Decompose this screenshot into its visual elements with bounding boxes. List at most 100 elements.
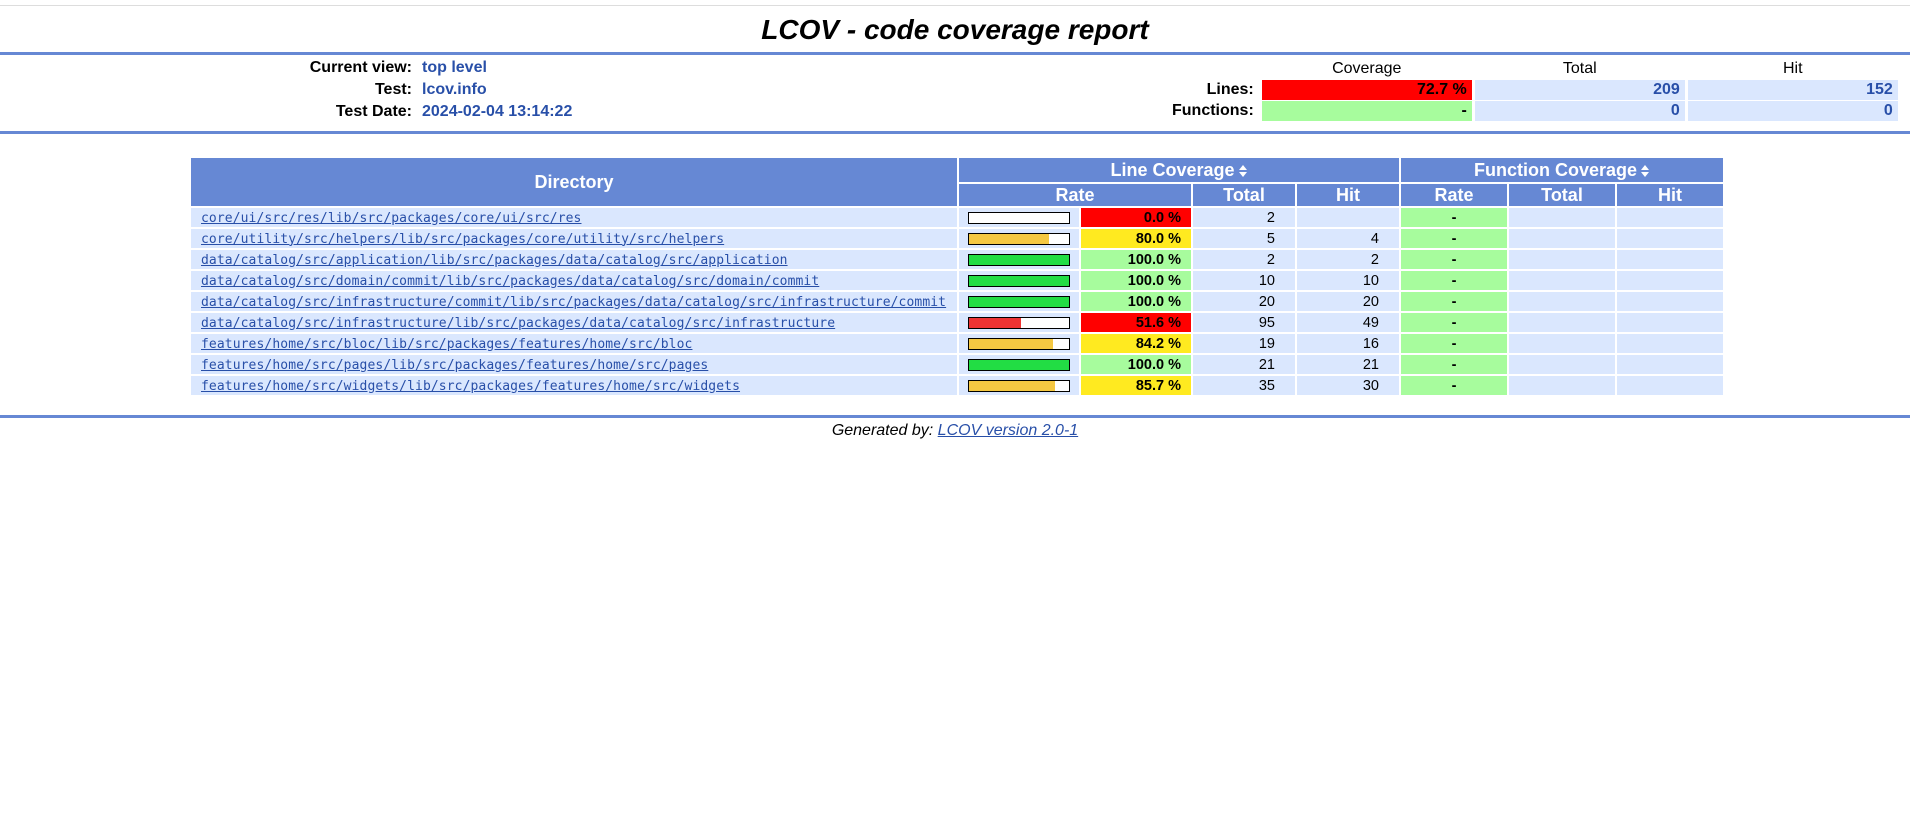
lines-hit: 152 (1687, 80, 1898, 100)
header-ruler (0, 52, 1910, 55)
directory-link[interactable]: data/catalog/src/application/lib/src/pac… (201, 252, 788, 268)
line-hit: 4 (1297, 229, 1399, 248)
test-value: lcov.info (422, 81, 487, 98)
directory-link[interactable]: core/ui/src/res/lib/src/packages/core/ui… (201, 210, 582, 226)
coverage-bar-cell (959, 334, 1079, 353)
function-rate: - (1401, 355, 1507, 374)
coverage-bar-cell (959, 355, 1079, 374)
directory-link[interactable]: data/catalog/src/domain/commit/lib/src/p… (201, 273, 820, 289)
line-total: 19 (1193, 334, 1295, 353)
coverage-bar (968, 274, 1070, 287)
sort-icon[interactable] (1640, 164, 1650, 178)
top-divider (0, 5, 1910, 6)
directory-link[interactable]: data/catalog/src/infrastructure/lib/src/… (201, 315, 836, 331)
function-rate: - (1401, 208, 1507, 227)
function-total (1509, 292, 1615, 311)
lines-total: 209 (1474, 80, 1685, 100)
directory-cell: data/catalog/src/application/lib/src/pac… (191, 250, 957, 269)
function-total (1509, 334, 1615, 353)
coverage-bar (968, 358, 1070, 371)
directory-cell: data/catalog/src/domain/commit/lib/src/p… (191, 271, 957, 290)
coverage-bar (968, 295, 1070, 308)
directory-link[interactable]: core/utility/src/helpers/lib/src/package… (201, 231, 725, 247)
line-hit: 49 (1297, 313, 1399, 332)
line-total: 21 (1193, 355, 1295, 374)
summary-spacer (1167, 59, 1259, 79)
current-view-value: top level (422, 59, 487, 76)
directory-link[interactable]: features/home/src/widgets/lib/src/packag… (201, 378, 741, 394)
function-coverage-label: Function Coverage (1473, 159, 1638, 180)
directory-cell: core/ui/src/res/lib/src/packages/core/ui… (191, 208, 957, 227)
line-total-header: Total (1193, 184, 1295, 206)
coverage-bar-fill (969, 275, 1069, 286)
functions-hit: 0 (1687, 101, 1898, 121)
function-total (1509, 355, 1615, 374)
directory-cell: data/catalog/src/infrastructure/commit/l… (191, 292, 957, 311)
function-rate: - (1401, 229, 1507, 248)
function-hit (1617, 334, 1723, 353)
directory-cell: features/home/src/widgets/lib/src/packag… (191, 376, 957, 395)
line-hit: 16 (1297, 334, 1399, 353)
function-hit (1617, 271, 1723, 290)
coverage-bar-cell (959, 271, 1079, 290)
table-row: features/home/src/pages/lib/src/packages… (191, 355, 1723, 374)
directory-cell: core/utility/src/helpers/lib/src/package… (191, 229, 957, 248)
summary-hit-header: Hit (1782, 60, 1803, 77)
line-coverage-label: Line Coverage (1110, 159, 1235, 180)
function-rate: - (1401, 313, 1507, 332)
function-hit (1617, 376, 1723, 395)
coverage-bar-cell (959, 250, 1079, 269)
line-hit-header: Hit (1297, 184, 1399, 206)
function-hit (1617, 250, 1723, 269)
function-total (1509, 250, 1615, 269)
coverage-bar-fill (969, 233, 1049, 244)
line-total: 2 (1193, 250, 1295, 269)
test-label: Test: (374, 81, 412, 98)
line-rate: 100.0 % (1081, 355, 1191, 374)
line-total: 2 (1193, 208, 1295, 227)
function-total (1509, 229, 1615, 248)
function-total (1509, 376, 1615, 395)
summary-total-header: Total (1562, 60, 1597, 77)
lines-label: Lines: (1206, 81, 1254, 98)
coverage-bar-fill (969, 380, 1055, 391)
line-hit: 20 (1297, 292, 1399, 311)
coverage-bar (968, 232, 1070, 245)
directory-link[interactable]: features/home/src/bloc/lib/src/packages/… (201, 336, 693, 352)
current-view-label: Current view: (309, 59, 412, 76)
table-row: features/home/src/bloc/lib/src/packages/… (191, 334, 1723, 353)
test-date-label: Test Date: (335, 103, 412, 120)
directory-coverage-table: Directory Line Coverage Function Coverag… (189, 156, 1725, 397)
table-row: data/catalog/src/domain/commit/lib/src/p… (191, 271, 1723, 290)
coverage-bar (968, 211, 1070, 224)
directory-link[interactable]: features/home/src/pages/lib/src/packages… (201, 357, 709, 373)
coverage-bar-fill (969, 359, 1069, 370)
coverage-bar-cell (959, 292, 1079, 311)
directory-header: Directory (191, 158, 957, 206)
line-rate: 100.0 % (1081, 271, 1191, 290)
directory-link[interactable]: data/catalog/src/infrastructure/commit/l… (201, 294, 947, 310)
lcov-version-link[interactable]: LCOV version 2.0-1 (937, 422, 1079, 439)
line-rate: 84.2 % (1081, 334, 1191, 353)
line-hit: 30 (1297, 376, 1399, 395)
sort-icon[interactable] (1238, 164, 1248, 178)
coverage-bar-fill (969, 317, 1021, 328)
coverage-bar-fill (969, 338, 1054, 349)
test-date-value: 2024-02-04 13:14:22 (422, 103, 573, 120)
table-row: data/catalog/src/infrastructure/lib/src/… (191, 313, 1723, 332)
function-rate: - (1401, 376, 1507, 395)
report-info: Current view: top level Test: lcov.info … (0, 57, 575, 123)
line-rate: 85.7 % (1081, 376, 1191, 395)
coverage-bar-cell (959, 313, 1079, 332)
function-rate: - (1401, 271, 1507, 290)
table-row: data/catalog/src/application/lib/src/pac… (191, 250, 1723, 269)
line-hit (1297, 208, 1399, 227)
line-coverage-header[interactable]: Line Coverage (959, 158, 1399, 182)
function-total-header: Total (1509, 184, 1615, 206)
lines-coverage-rate: 72.7 % (1261, 80, 1472, 100)
coverage-bar (968, 379, 1070, 392)
function-total (1509, 208, 1615, 227)
function-coverage-header[interactable]: Function Coverage (1401, 158, 1723, 182)
function-rate: - (1401, 292, 1507, 311)
coverage-bar-cell (959, 229, 1079, 248)
